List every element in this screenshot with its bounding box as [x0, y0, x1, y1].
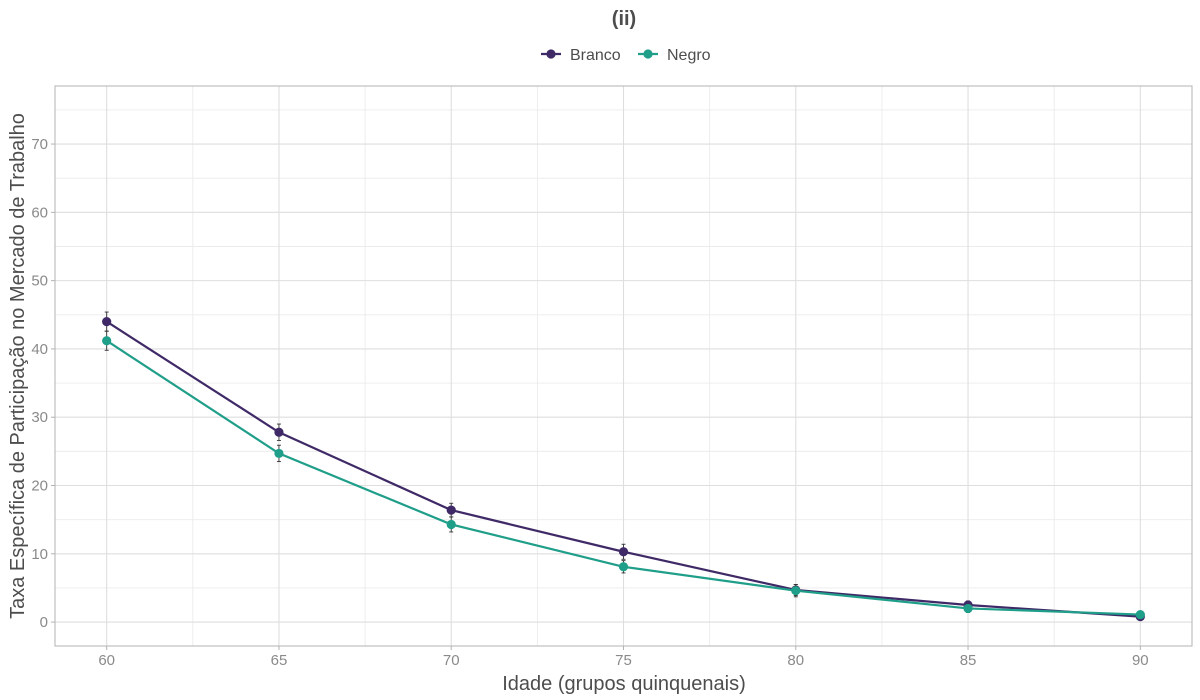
y-tick-label: 50: [31, 273, 48, 290]
y-tick-label: 0: [40, 614, 48, 631]
y-tick-label: 20: [31, 478, 48, 495]
legend-key-point: [643, 49, 653, 59]
data-point: [618, 562, 629, 572]
data-point: [102, 336, 112, 346]
x-tick-label: 90: [1132, 652, 1149, 669]
legend: Branco Negro: [541, 47, 711, 64]
x-tick-label: 70: [443, 652, 460, 669]
x-tick-label: 80: [787, 652, 804, 669]
x-tick-label: 75: [615, 652, 632, 669]
data-point: [446, 505, 456, 515]
y-tick-label: 10: [31, 546, 48, 563]
series-negro: [102, 330, 1145, 620]
data-point: [1135, 609, 1145, 620]
legend-label: Negro: [667, 47, 711, 64]
data-point: [446, 519, 456, 530]
legend-key-point: [546, 49, 556, 59]
data-point: [102, 317, 112, 327]
legend-label: Branco: [570, 47, 621, 64]
y-tick-label: 60: [31, 204, 48, 221]
x-tick-label: 60: [98, 652, 115, 669]
x-axis-ticks: 60 65 70 75 80 85 90: [98, 646, 1149, 669]
data-point: [963, 603, 973, 614]
y-tick-label: 40: [31, 341, 48, 358]
x-tick-label: 65: [271, 652, 288, 669]
legend-item-branco: Branco: [541, 47, 621, 64]
data-point: [618, 547, 629, 557]
y-axis-title: Taxa Específica de Participação no Merca…: [7, 113, 29, 619]
data-point: [791, 586, 801, 596]
chart-title: (ii): [612, 8, 636, 30]
x-tick-label: 85: [960, 652, 977, 669]
x-axis-title: Idade (grupos quinquenais): [502, 673, 746, 695]
y-tick-label: 30: [31, 409, 48, 426]
series-layer: [102, 311, 1145, 622]
data-point: [274, 427, 284, 437]
data-point: [274, 448, 284, 459]
y-tick-label: 70: [31, 136, 48, 153]
legend-item-negro: Negro: [638, 47, 711, 64]
y-axis-ticks: 0 10 20 30 40 50 60 70: [31, 136, 55, 631]
